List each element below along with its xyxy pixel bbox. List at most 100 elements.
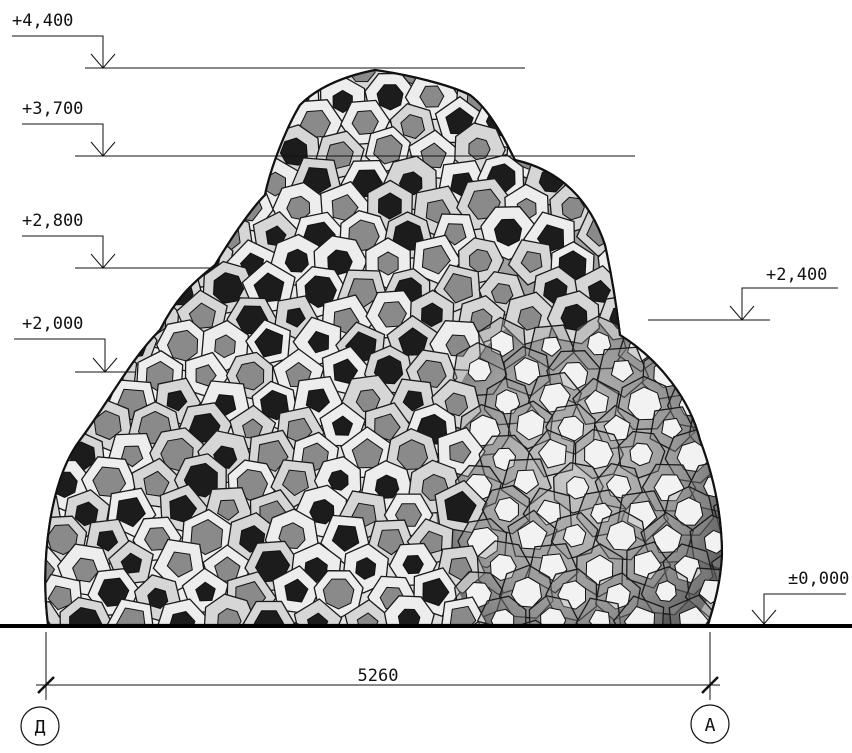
panel-frame (45, 125, 90, 178)
panel-opening (606, 520, 637, 551)
panel-frame (104, 97, 159, 150)
panel-opening (744, 635, 774, 666)
panel-opening (535, 499, 562, 526)
panel-opening (208, 164, 235, 191)
panel-opening (724, 610, 746, 632)
panel-opening (517, 520, 548, 550)
panel-frame (223, 74, 276, 125)
panel-frame (736, 71, 787, 123)
panel-opening (166, 551, 193, 578)
panel-opening (705, 636, 730, 662)
panel-opening (743, 584, 772, 612)
panel-frame (734, 402, 781, 450)
panel-opening (379, 639, 402, 662)
panel-opening (611, 84, 632, 107)
panel-opening (232, 137, 266, 171)
panel-frame (616, 212, 666, 263)
panel-opening (750, 195, 773, 218)
axis-marker-d: Д (20, 706, 60, 746)
panel-opening (49, 137, 78, 165)
panel-opening (46, 524, 78, 556)
panel-opening (332, 89, 353, 114)
panel-opening (720, 221, 723, 251)
panel-frame (664, 97, 712, 144)
panel-opening (606, 189, 636, 221)
panel-frame (597, 123, 652, 177)
panel-opening (124, 70, 145, 79)
panel-opening (726, 331, 754, 360)
panel-frame (127, 186, 182, 237)
panel-frame (646, 235, 699, 289)
panel-opening (439, 70, 473, 89)
panel-frame (550, 70, 605, 123)
panel-frame (45, 70, 64, 95)
panel-opening (699, 248, 723, 273)
elevation-label: +4,400 (12, 11, 73, 31)
panel-frame (665, 156, 716, 201)
panel-frame (620, 155, 670, 204)
panel-opening (189, 637, 219, 666)
panel-frame (198, 70, 249, 100)
panel-opening (91, 137, 122, 169)
panel-frame (660, 260, 716, 316)
panel-opening (721, 111, 723, 144)
panel-opening (140, 139, 166, 165)
panel-opening (513, 357, 541, 386)
panel-opening (701, 196, 723, 226)
panel-opening (47, 242, 78, 277)
panel-frame (710, 158, 723, 212)
panel-opening (560, 303, 588, 332)
panel-opening (191, 139, 219, 166)
panel-frame (171, 182, 228, 232)
panel-frame (82, 290, 133, 343)
panel-opening (377, 301, 407, 328)
panel-frame (714, 428, 723, 486)
panel-opening (47, 412, 73, 438)
panel-opening (467, 357, 492, 382)
panel-opening (327, 469, 349, 491)
panel-opening (562, 523, 587, 548)
panel-opening (331, 415, 354, 436)
panel-opening (373, 134, 403, 165)
axis-label: Д (35, 717, 46, 738)
panel-frame (82, 181, 137, 235)
panel-opening (494, 70, 519, 78)
panel-frame (412, 628, 460, 677)
panel-opening (47, 585, 73, 611)
panel-opening (137, 195, 172, 228)
panel-opening (626, 222, 657, 254)
panel-opening (748, 132, 781, 164)
panel-opening (377, 251, 399, 276)
elevation-label: +2,400 (766, 265, 827, 285)
panel-frame (128, 126, 179, 176)
panel-opening (45, 497, 52, 530)
panel-frame (110, 212, 157, 260)
panel-opening (541, 336, 562, 357)
panel-frame (45, 155, 63, 209)
elevation-label: +3,700 (22, 99, 83, 119)
panel-opening (306, 612, 329, 625)
elevation-marker-2800: +2,800 (22, 211, 210, 269)
panel-opening (96, 530, 119, 552)
panel-opening (444, 490, 477, 524)
panel-opening (286, 195, 311, 221)
panel-opening (166, 329, 199, 362)
panel-opening (96, 81, 126, 111)
panel-opening (94, 192, 126, 224)
panel-opening (422, 577, 450, 607)
panel-opening (674, 70, 705, 82)
panel-frame (574, 152, 621, 200)
panel-opening (654, 639, 681, 664)
panel-opening (348, 70, 376, 83)
panel-opening (494, 496, 519, 523)
panel-opening (653, 474, 685, 502)
panel-opening (513, 469, 540, 495)
panel-opening (720, 385, 723, 412)
panel-opening (72, 557, 99, 583)
panel-opening (279, 137, 308, 166)
panel-frame (709, 373, 723, 423)
panel-opening (140, 308, 167, 336)
panel-opening (540, 607, 567, 625)
panel-frame (690, 125, 723, 175)
panel-frame (66, 158, 114, 206)
